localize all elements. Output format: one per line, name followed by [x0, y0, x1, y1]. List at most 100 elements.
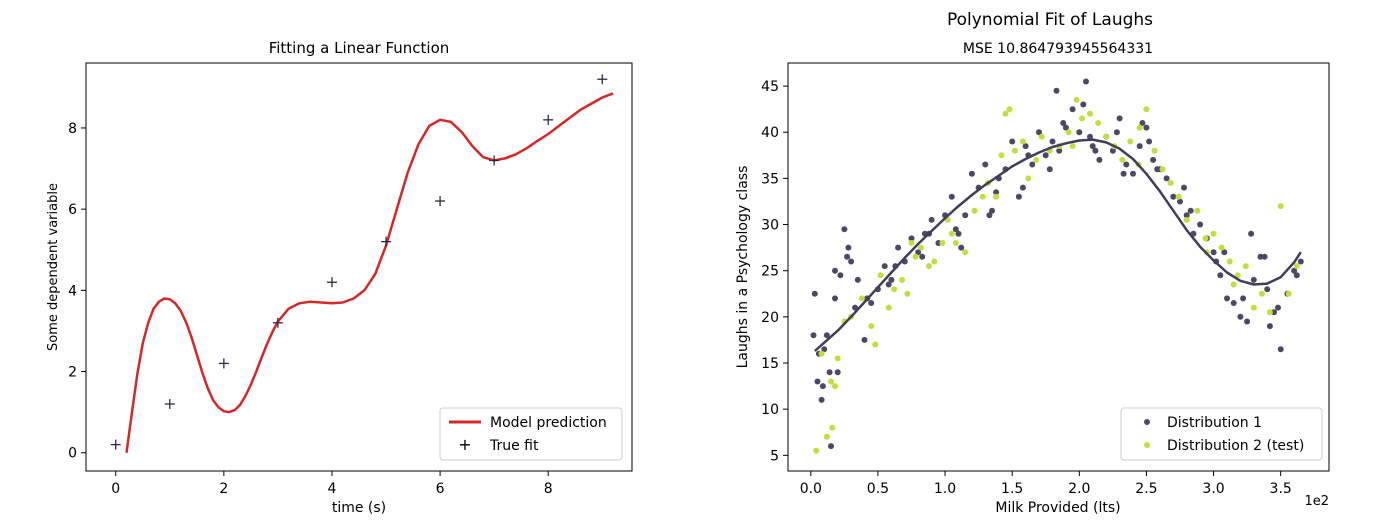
- y-tick-label: 45: [761, 79, 779, 95]
- y-tick-label: 30: [761, 218, 779, 234]
- x-tick-label: 0: [111, 481, 120, 497]
- true-fit-point: [164, 399, 175, 410]
- distribution-1-point: [1042, 152, 1049, 159]
- distribution-1-point: [1130, 170, 1136, 177]
- distribution-1-point: [1170, 193, 1177, 200]
- legend-true-fit-label: True fit: [489, 438, 539, 454]
- distribution-1-point: [1146, 138, 1153, 145]
- distribution-2-point: [1087, 110, 1093, 117]
- distribution-2-point: [1194, 207, 1201, 214]
- distribution-2-point: [971, 207, 978, 214]
- distribution-1-point: [1049, 138, 1056, 145]
- distribution-1-point: [841, 226, 848, 233]
- distribution-1-point: [1250, 276, 1257, 283]
- distribution-2-point: [1065, 129, 1072, 136]
- true-fit-point: [381, 236, 392, 247]
- legend-distribution-2-label: Distribution 2 (test): [1167, 438, 1304, 454]
- distribution-2-point: [1038, 133, 1045, 140]
- distribution-1-point: [1187, 207, 1194, 214]
- distribution-2-point: [1136, 124, 1143, 131]
- distribution-2-point: [948, 230, 955, 237]
- distribution-2-point: [1011, 147, 1018, 154]
- distribution-2-point: [1230, 281, 1237, 288]
- distribution-1-point: [821, 346, 828, 353]
- distribution-1-point: [885, 281, 892, 288]
- distribution-2-point: [1069, 143, 1076, 150]
- distribution-1-point: [811, 290, 818, 297]
- distribution-1-point: [1053, 87, 1060, 94]
- distribution-2-point: [979, 193, 986, 200]
- left-x-ticks: 0 2 4 6 8: [111, 471, 553, 497]
- x-tick-label: 2.5: [1135, 481, 1157, 497]
- distribution-1-point: [1143, 124, 1150, 131]
- distribution-1-point: [823, 332, 830, 339]
- x-tick-label: 3.0: [1202, 481, 1224, 497]
- distribution-1-point: [928, 216, 935, 223]
- distribution-1-point: [832, 267, 838, 274]
- distribution-1-point: [844, 253, 851, 260]
- distribution-1-point: [895, 244, 902, 251]
- right-chart-subtitle: MSE 10.864793945564331: [963, 41, 1153, 57]
- true-fit-point: [489, 155, 500, 166]
- distribution-1-point: [1275, 304, 1281, 311]
- distribution-2-point: [1167, 180, 1174, 186]
- distribution-2-point: [1226, 258, 1233, 265]
- right-chart-marks: [810, 78, 1304, 454]
- x-tick-label: 4: [328, 481, 337, 497]
- y-tick-label: 2: [68, 365, 77, 381]
- distribution-2-point: [1079, 115, 1085, 122]
- distribution-1-point: [1060, 120, 1067, 126]
- x-tick-label: 0.5: [867, 481, 889, 497]
- distribution-1-point: [962, 212, 969, 219]
- distribution-1-point: [819, 383, 826, 390]
- distribution-2-point: [1258, 290, 1265, 297]
- left-legend: Model prediction + True fit: [439, 407, 623, 461]
- left-y-ticks: 0 2 4 6 8: [68, 121, 86, 462]
- right-x-axis-label: Milk Provided (lts): [995, 500, 1120, 516]
- distribution-1-point: [1248, 230, 1255, 237]
- distribution-2-point: [939, 240, 946, 246]
- distribution-2-point: [832, 383, 838, 390]
- right-plot-area: [787, 62, 1330, 472]
- distribution-2-point: [885, 304, 892, 311]
- right-y-ticks: 5 10 15 20 25 30 35 40 45: [761, 79, 788, 464]
- polynomial-fit-line: [813, 138, 1302, 352]
- distribution-2-point: [962, 249, 969, 256]
- distribution-2-point: [993, 193, 1000, 200]
- distribution-2-point: [931, 258, 938, 265]
- x-tick-label: 1.5: [1001, 481, 1023, 497]
- left-chart-title: Fitting a Linear Function: [269, 39, 450, 57]
- distribution-1-point: [1264, 286, 1271, 293]
- distribution-1-point: [1261, 253, 1268, 260]
- true-fit-point: [435, 196, 446, 207]
- distribution-1-point: [1036, 129, 1042, 136]
- distribution-2-point: [1210, 230, 1217, 237]
- distribution-1-point: [948, 193, 955, 200]
- distribution-1-point: [834, 369, 841, 376]
- distribution-1-point: [1015, 193, 1022, 200]
- distribution-2-point: [926, 263, 932, 270]
- distribution-2-point: [1285, 290, 1292, 297]
- right-x-ticks: 0.0 0.5 1.0 1.5 2.0 2.5 3.0 3.5: [800, 471, 1292, 497]
- distribution-1-point: [1009, 138, 1016, 145]
- x-tick-label: 1.0: [934, 481, 956, 497]
- distribution-2-point: [1242, 263, 1249, 270]
- distribution-1-point: [810, 332, 817, 339]
- distribution-1-point: [1240, 295, 1247, 302]
- distribution-1-point: [1019, 184, 1026, 191]
- distribution-1-point: [1150, 156, 1157, 163]
- distribution-1-point: [854, 276, 861, 283]
- y-tick-label: 0: [68, 446, 77, 462]
- legend-distribution-1-label: Distribution 1: [1167, 415, 1262, 431]
- distribution-1-point: [1266, 323, 1273, 330]
- distribution-1-point: [1197, 221, 1204, 228]
- distribution-1-point: [1177, 198, 1183, 205]
- y-tick-label: 6: [68, 202, 77, 218]
- distribution-2-point: [868, 323, 875, 330]
- distribution-1-point: [955, 230, 962, 237]
- x-tick-label: 0.0: [800, 481, 822, 497]
- y-tick-label: 35: [761, 171, 779, 187]
- left-chart-marks: [110, 74, 614, 453]
- distribution-1-point: [1083, 78, 1089, 85]
- distribution-1-point: [1123, 161, 1130, 168]
